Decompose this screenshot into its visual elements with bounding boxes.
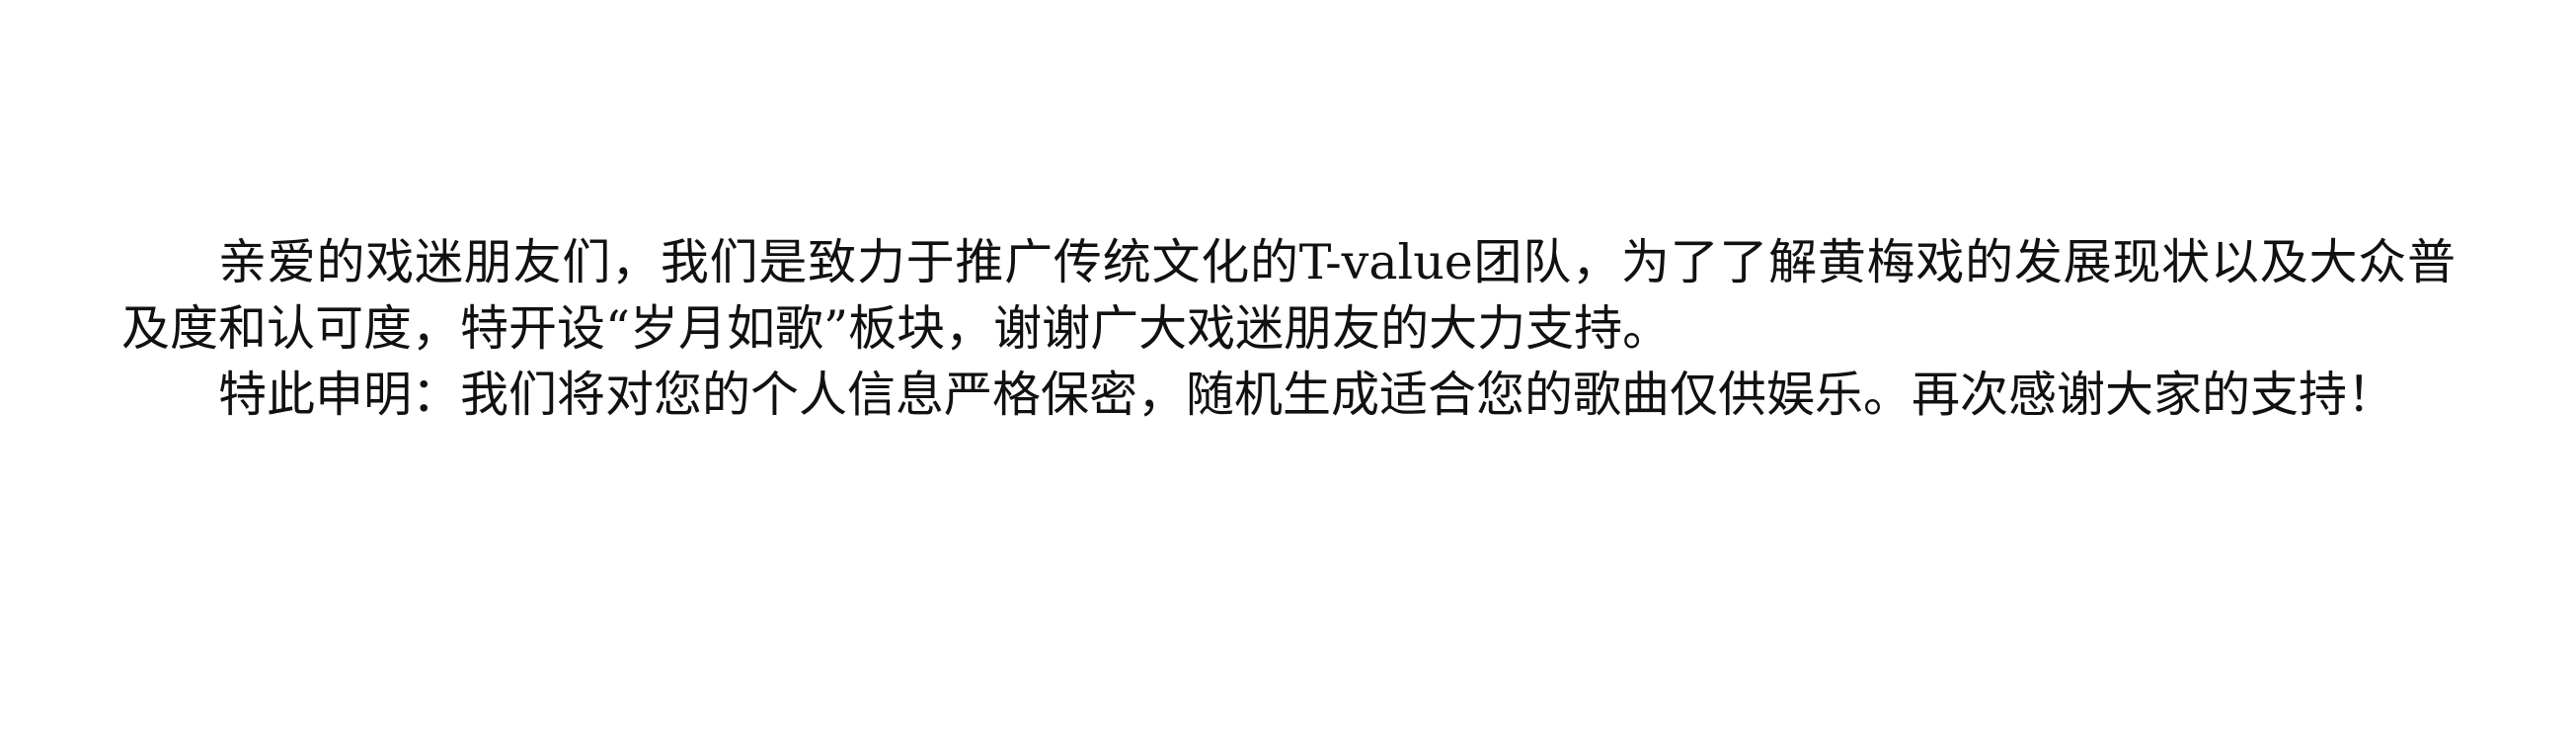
privacy-statement-paragraph: 特此申明：我们将对您的个人信息严格保密，随机生成适合您的歌曲仅供娱乐。再次感谢大… <box>218 367 2396 423</box>
intro-paragraph: 亲爱的戏迷朋友们，我们是致力于推广传统文化的T-value团队，为了了解黄梅戏的… <box>121 234 2456 357</box>
document-body: 亲爱的戏迷朋友们，我们是致力于推广传统文化的T-value团队，为了了解黄梅戏的… <box>121 229 2456 428</box>
